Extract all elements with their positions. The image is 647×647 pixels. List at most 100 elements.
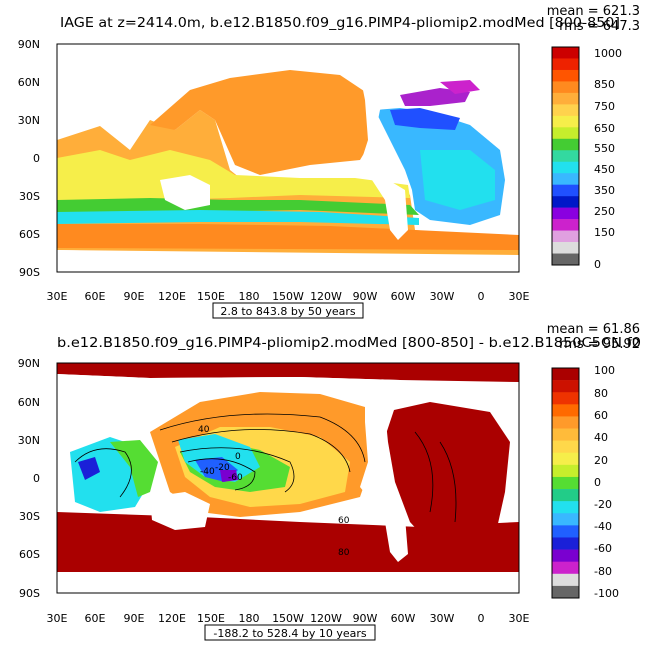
bottom-cb-label: -100 [594, 587, 619, 600]
top-map-title: IAGE at z=2414.0m, b.e12.B1850.f09_g16.P… [60, 16, 620, 31]
colorbar-swatch [552, 368, 579, 381]
colorbar-swatch [552, 404, 579, 417]
bottom-cb-label: -40 [594, 520, 612, 533]
top-mean-label: mean = 621.3 [547, 4, 640, 19]
top-lat-label: 60N [18, 76, 40, 89]
bottom-lon-label: 30W [430, 612, 455, 625]
colorbar-swatch [552, 219, 579, 231]
top-pacific-field [150, 70, 372, 175]
bottom-lon-label: 0 [478, 612, 485, 625]
bottom-lat-label: 30N [18, 434, 40, 447]
colorbar-swatch [552, 115, 579, 128]
bottom-contour-label: 60 [338, 516, 350, 526]
top-south-cyan-band [57, 210, 419, 225]
top-map-area [56, 43, 520, 273]
bottom-lon-label: 150E [197, 612, 225, 625]
top-range-label: 2.8 to 843.8 by 50 years [220, 305, 356, 318]
colorbar-swatch [552, 150, 579, 163]
colorbar-swatch [552, 242, 579, 254]
bottom-lon-label: 60W [391, 612, 416, 625]
colorbar-outline [551, 46, 580, 266]
top-land-australia [160, 175, 210, 210]
bottom-pacific-purple [220, 470, 238, 482]
bottom-contour-label: -60 [228, 473, 243, 483]
bottom-cb-label: 60 [594, 409, 608, 422]
bottom-atlantic-red [385, 402, 510, 547]
bottom-rms-label: rms = 95.92 [559, 337, 640, 352]
bottom-lon-label: 120E [158, 612, 186, 625]
colorbar-swatch [552, 537, 579, 550]
bottom-cb-label: -60 [594, 542, 612, 555]
top-cb-label: 650 [594, 122, 615, 135]
bottom-lat-axis: 90N 60N 30N 0 30S 60S 90S [18, 357, 40, 600]
colorbar-swatch [552, 81, 579, 94]
top-lon-label: 120E [158, 290, 186, 303]
colorbar-swatch [552, 173, 579, 185]
bottom-land-antarctica [57, 572, 519, 593]
top-cb-label: 250 [594, 205, 615, 218]
bottom-cb-label: 40 [594, 431, 608, 444]
top-lat-label: 30S [19, 190, 40, 203]
top-map-panel: mean = 621.3 rms = 647.3 IAGE at z=2414.… [0, 0, 647, 320]
top-lat-label: 30N [18, 114, 40, 127]
colorbar-swatch [552, 452, 579, 466]
bottom-lon-label: 30E [509, 612, 530, 625]
bottom-range-box [204, 624, 376, 641]
top-cb-label: 1000 [594, 47, 622, 60]
top-cb-label: 450 [594, 163, 615, 176]
colorbar-swatch [552, 253, 579, 266]
bottom-cb-label: 0 [594, 476, 601, 489]
top-cb-label: 0 [594, 258, 601, 271]
bottom-lat-label: 30S [19, 510, 40, 523]
colorbar-swatch [552, 161, 579, 174]
bottom-lat-label: 60N [18, 396, 40, 409]
top-atlantic-deep-blue [390, 108, 460, 130]
bottom-land-americas [360, 402, 408, 562]
top-lon-axis: 30E 60E 90E 120E 150E 180 150W 120W 90W … [47, 290, 530, 303]
bottom-map-area: 40 0 -20 -40 -60 60 80 [56, 362, 520, 594]
top-lon-label: 90E [124, 290, 145, 303]
colorbar-swatch [552, 230, 579, 243]
colorbar-swatch [552, 416, 579, 429]
top-lat-axis: 90N 60N 30N 0 30S 60S 90S [18, 38, 40, 279]
bottom-lat-label: 60S [19, 548, 40, 561]
colorbar-swatch [552, 489, 579, 502]
bottom-lon-axis: 30E 60E 90E 120E 150E 180 150W 120W 90W … [47, 612, 530, 625]
bottom-lon-label: 30E [47, 612, 68, 625]
top-land-americas [360, 75, 408, 240]
colorbar-swatch [552, 92, 579, 105]
top-lon-label: 120W [310, 290, 342, 303]
colorbar-swatch [552, 513, 579, 526]
bottom-contour-lines [74, 413, 457, 523]
colorbar-swatch [552, 561, 579, 575]
bottom-indian-green [110, 440, 158, 497]
bottom-cb-label: 20 [594, 454, 608, 467]
bottom-map-figure: mean = 61.86 rms = 95.92 b.e12.B1850.f09… [18, 322, 641, 641]
bottom-map-panel: mean = 61.86 rms = 95.92 b.e12.B1850.f09… [0, 322, 647, 642]
bottom-lon-label: 90W [353, 612, 378, 625]
bottom-range-label: -188.2 to 528.4 by 10 years [213, 627, 367, 640]
top-cb-label: 350 [594, 184, 615, 197]
colorbar-swatch [552, 58, 579, 71]
top-lon-label: 30E [47, 290, 68, 303]
bottom-contour-label: 80 [338, 548, 350, 558]
bottom-lon-label: 180 [239, 612, 260, 625]
colorbar-swatch [552, 501, 579, 514]
colorbar-swatch [552, 392, 579, 405]
top-map-figure: mean = 621.3 rms = 647.3 IAGE at z=2414.… [18, 4, 640, 319]
top-colorbar [551, 46, 580, 266]
colorbar-swatch [552, 525, 579, 538]
top-cb-label: 850 [594, 78, 615, 91]
top-colorbar-labels: 1000 850 750 650 550 450 350 250 150 0 [594, 47, 622, 271]
bottom-contour-label: -20 [215, 463, 230, 473]
bottom-indian-blue [78, 457, 100, 480]
bottom-colorbar [551, 367, 580, 599]
top-land-antarctica [57, 250, 519, 272]
bottom-lat-label: 0 [33, 472, 40, 485]
bottom-cb-label: -20 [594, 498, 612, 511]
colorbar-swatch [552, 127, 579, 140]
top-lat-label: 60S [19, 228, 40, 241]
colorbar-swatch [552, 549, 579, 562]
top-lon-label: 60W [391, 290, 416, 303]
top-lon-label: 180 [239, 290, 260, 303]
